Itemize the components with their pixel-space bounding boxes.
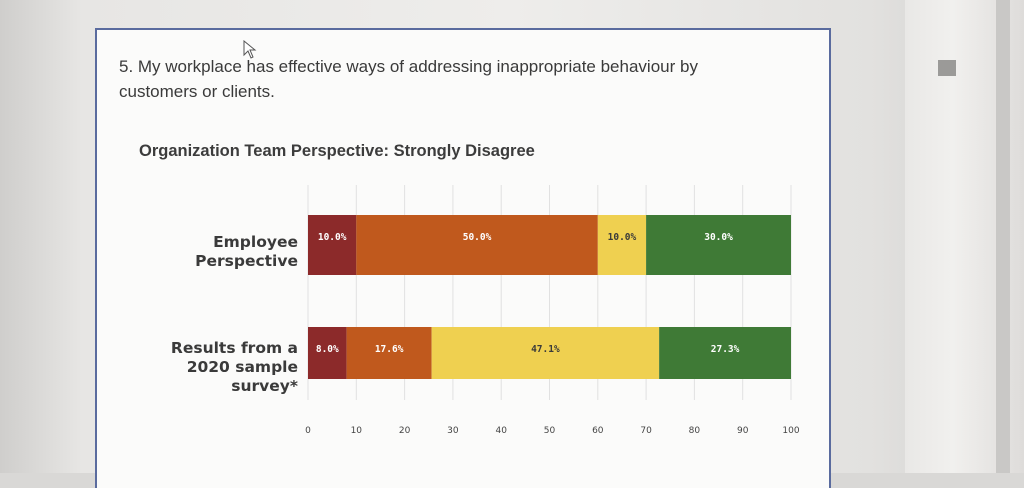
x-tick-label: 70 <box>640 426 652 436</box>
bar-segment <box>431 327 660 379</box>
bar-segment <box>308 327 347 379</box>
chart-title: Organization Team Perspective: Strongly … <box>139 142 535 160</box>
x-tick-label: 30 <box>447 426 459 436</box>
bar-segment <box>308 215 357 275</box>
mouse-cursor-icon <box>243 40 257 59</box>
bar-segment <box>646 215 791 275</box>
category-label: Employee Perspective <box>195 233 298 271</box>
data-label: 30.0% <box>704 232 733 243</box>
x-tick-label: 100 <box>782 426 799 436</box>
data-label: 8.0% <box>316 344 339 355</box>
scroll-thumb[interactable] <box>938 60 956 76</box>
x-tick-label: 50 <box>544 426 556 436</box>
bar-segment <box>346 327 432 379</box>
category-label-line: Perspective <box>195 252 298 270</box>
category-label-line: survey* <box>231 377 298 395</box>
bar-segment <box>356 215 598 275</box>
x-tick-label: 90 <box>737 426 749 436</box>
x-tick-label: 0 <box>305 426 311 436</box>
data-label: 17.6% <box>375 344 404 355</box>
x-tick-label: 40 <box>495 426 507 436</box>
bar-segment <box>659 327 791 379</box>
x-tick-label: 20 <box>399 426 411 436</box>
data-label: 10.0% <box>608 232 637 243</box>
stacked-bar-chart: 10.0% 50.0% 10.0% 30.0%8.0% 17.6% 47.1% 27.3% … <box>305 185 800 436</box>
category-label: Results from a 2020 sample survey* <box>171 339 298 396</box>
data-label: 47.1% <box>531 344 560 355</box>
question-text: 5. My workplace has effective ways of ad… <box>119 57 698 101</box>
category-label-line: Employee <box>213 233 298 251</box>
x-tick-label: 60 <box>592 426 604 436</box>
scrollbar-track[interactable] <box>996 0 1010 473</box>
data-label: 27.3% <box>711 344 740 355</box>
x-tick-label: 80 <box>689 426 701 436</box>
category-label-line: Results from a <box>170 339 298 357</box>
data-label: 50.0% <box>463 232 492 243</box>
bar-segment <box>597 215 647 275</box>
data-label: 10.0% <box>318 232 347 243</box>
category-label-line: 2020 sample <box>186 358 298 376</box>
x-tick-label: 10 <box>351 426 363 436</box>
